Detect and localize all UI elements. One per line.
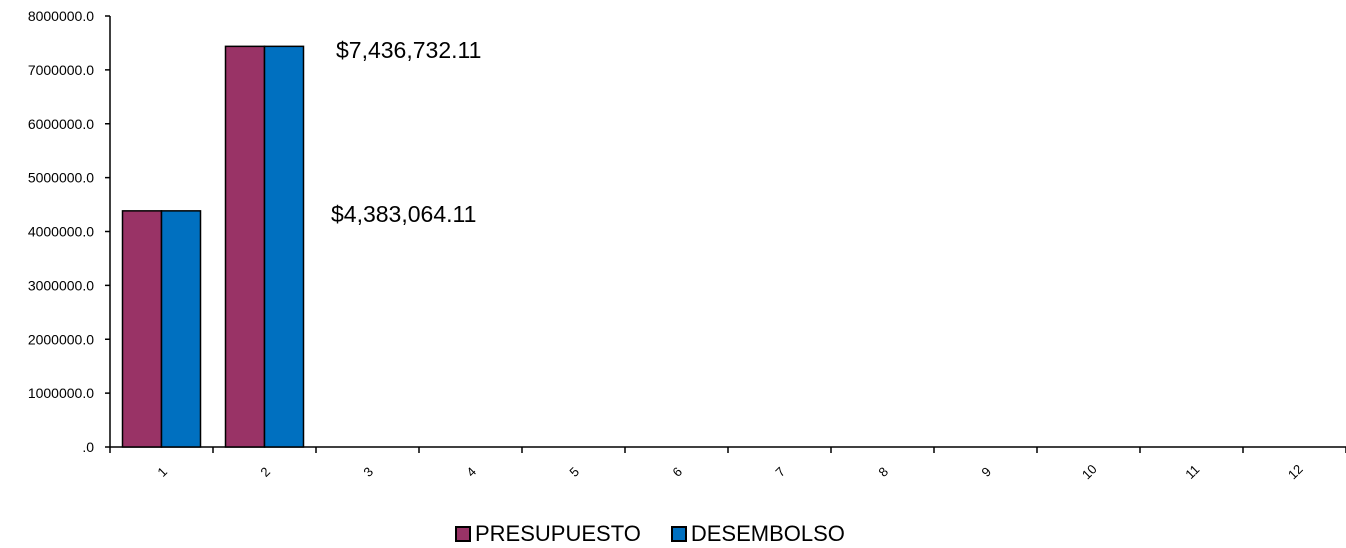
annotation-1: $4,383,064.11 [331,201,476,227]
x-tick-label: 10 [1079,461,1100,482]
x-tick-label: 5 [566,464,582,480]
y-tick-label: 5000000.0 [28,170,94,186]
y-tick-label: 7000000.0 [28,62,94,78]
y-tick-label: 2000000.0 [28,331,94,347]
y-tick-label: .0 [82,439,94,455]
x-tick-label: 11 [1182,462,1202,482]
x-tick-label: 3 [360,464,376,480]
legend-swatch-desembolso [670,526,687,542]
x-tick-label: 7 [772,464,788,480]
x-tick-label: 1 [154,464,170,480]
annotation-2: $7,436,732.11 [336,37,481,63]
y-tick-label: 4000000.0 [28,224,94,240]
legend-swatch-presupuesto [455,526,471,542]
y-tick-label: 3000000.0 [28,277,94,293]
x-tick-label: 6 [669,464,685,480]
legend-item-desembolso: DESEMBOLSO [670,521,845,547]
y-tick-label: 6000000.0 [28,116,94,132]
bar-desembolso-1 [160,210,202,448]
axes [105,15,1346,453]
x-tick-label: 2 [257,464,273,480]
y-tick-label: 1000000.0 [28,385,94,401]
y-tick-label: 8000000.0 [28,8,94,24]
bar-presupuesto-1 [121,210,163,448]
x-tick-label: 4 [463,464,479,480]
legend-label-desembolso: DESEMBOLSO [690,521,845,546]
legend: PRESUPUESTO DESEMBOLSO [455,521,875,547]
tick-labels: .0 1000000.0 2000000.0 3000000.0 4000000.0 50… [28,8,1306,482]
bar-desembolso-2 [263,45,305,448]
legend-label-presupuesto: PRESUPUESTO [475,521,641,546]
bar-presupuesto-2 [224,45,266,448]
bars [121,45,305,448]
x-tick-label: 12 [1285,461,1306,482]
x-tick-label: 8 [875,464,891,480]
legend-item-presupuesto: PRESUPUESTO [455,521,641,547]
x-tick-label: 9 [978,464,994,480]
